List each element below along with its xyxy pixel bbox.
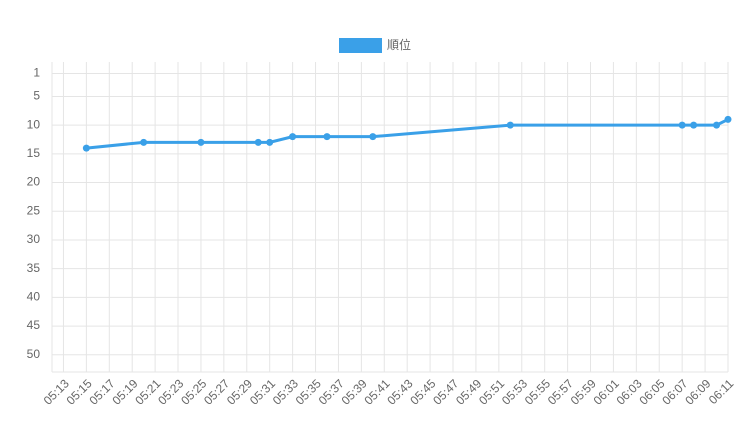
- x-tick-label: 05:17: [87, 376, 118, 407]
- x-tick-label: 05:57: [545, 376, 576, 407]
- x-tick-label: 05:19: [109, 376, 140, 407]
- x-tick-label: 05:47: [430, 376, 461, 407]
- y-tick-label: 10: [27, 117, 41, 131]
- y-tick-label: 40: [27, 290, 41, 304]
- point: [140, 138, 148, 146]
- x-tick-label: 05:37: [316, 376, 347, 407]
- x-tick-label: 05:25: [178, 376, 209, 407]
- y-tick-label: 35: [27, 261, 41, 275]
- point: [713, 121, 721, 129]
- x-tick-label: 06:03: [614, 376, 645, 407]
- x-tick-label: 05:33: [270, 376, 301, 407]
- x-tick-label: 05:55: [522, 376, 553, 407]
- y-tick-label: 50: [27, 347, 41, 361]
- x-tick-label: 06:05: [636, 376, 667, 407]
- point: [197, 138, 205, 146]
- point: [724, 115, 732, 123]
- x-tick-label: 05:39: [339, 376, 370, 407]
- x-tick-label: 05:29: [224, 376, 255, 407]
- point: [506, 121, 514, 129]
- y-tick-label: 20: [27, 175, 41, 189]
- point: [678, 121, 686, 129]
- legend-swatch: [339, 38, 382, 53]
- x-tick-label: 05:13: [41, 376, 72, 407]
- y-tick-label: 45: [27, 318, 41, 332]
- x-tick-label: 05:41: [362, 376, 393, 407]
- x-tick-label: 05:21: [132, 376, 163, 407]
- x-tick-label: 05:35: [293, 376, 324, 407]
- point: [254, 138, 262, 146]
- legend-label: 順位: [387, 37, 411, 52]
- point: [82, 144, 90, 152]
- point: [323, 133, 331, 141]
- y-tick-label: 5: [33, 89, 40, 103]
- x-tick-label: 05:45: [407, 376, 438, 407]
- x-tick-label: 06:07: [659, 376, 690, 407]
- y-tick-label: 30: [27, 232, 41, 246]
- x-tick-label: 05:23: [155, 376, 186, 407]
- x-tick-label: 05:59: [568, 376, 599, 407]
- x-tick-label: 05:27: [201, 376, 232, 407]
- y-tick-label: 15: [27, 146, 41, 160]
- x-tick-label: 05:15: [64, 376, 95, 407]
- x-tick-label: 05:53: [499, 376, 530, 407]
- x-tick-label: 05:43: [384, 376, 415, 407]
- point: [266, 138, 274, 146]
- x-tick-label: 06:01: [591, 376, 622, 407]
- point: [369, 133, 377, 141]
- x-tick-label: 06:11: [706, 376, 737, 407]
- y-tick-label: 1: [33, 66, 40, 80]
- x-tick-label: 06:09: [682, 376, 713, 407]
- x-tick-label: 05:49: [453, 376, 484, 407]
- x-tick-label: 05:31: [247, 376, 278, 407]
- x-tick-label: 05:51: [476, 376, 507, 407]
- point: [289, 133, 297, 141]
- point: [690, 121, 698, 129]
- y-tick-label: 25: [27, 203, 41, 217]
